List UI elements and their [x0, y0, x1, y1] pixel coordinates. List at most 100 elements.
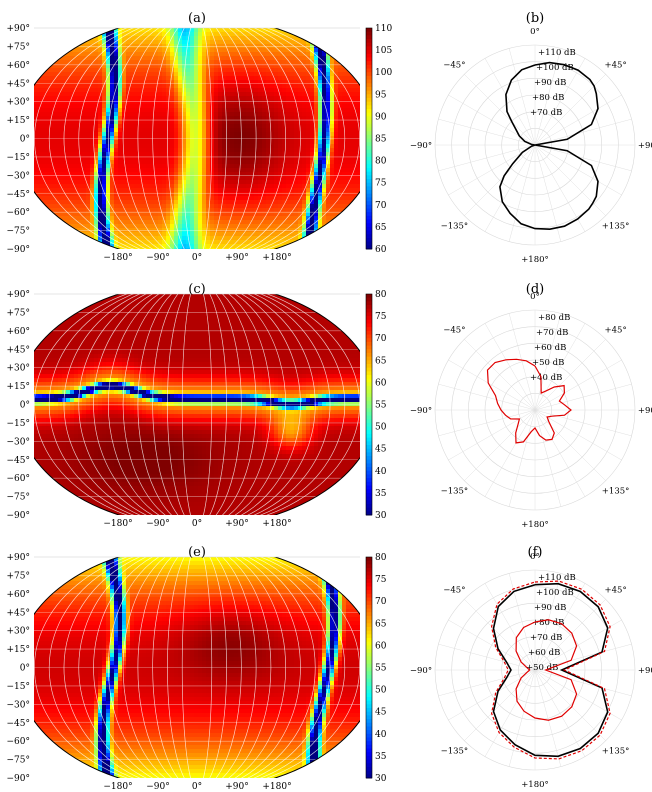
heatmap-cell [158, 104, 163, 109]
heatmap-cell [114, 232, 119, 237]
heatmap-cell [134, 40, 139, 45]
heatmap-cell [230, 104, 235, 109]
heatmap-cell [330, 32, 335, 37]
heatmap-cell [358, 184, 360, 189]
heatmap-cell [90, 232, 95, 237]
heatmap-cell [258, 212, 263, 217]
heatmap-cell [134, 216, 139, 221]
heatmap-cell [150, 176, 155, 181]
heatmap-cell [270, 96, 275, 101]
heatmap-cell [26, 240, 31, 245]
heatmap-cell [122, 176, 127, 181]
heatmap-cell [322, 68, 327, 73]
heatmap-cell [326, 140, 331, 145]
heatmap-cell [154, 144, 159, 149]
heatmap-cell [194, 132, 199, 137]
heatmap-cell [166, 64, 171, 69]
heatmap-cell [82, 160, 87, 165]
heatmap-cell [130, 52, 135, 57]
heatmap-cell [154, 212, 159, 217]
heatmap-cell [250, 64, 255, 69]
heatmap-cell [282, 188, 287, 193]
heatmap-cell [194, 64, 199, 69]
heatmap-cell [130, 236, 135, 241]
heatmap-cell [202, 80, 207, 85]
heatmap-cell [294, 176, 299, 181]
heatmap-cell [254, 160, 259, 165]
heatmap-cell [270, 100, 275, 105]
heatmap-cell [42, 212, 47, 217]
heatmap-cell [238, 144, 243, 149]
heatmap-cell [342, 204, 347, 209]
heatmap-cell [62, 116, 67, 121]
heatmap-cell [206, 40, 211, 45]
heatmap-cell [102, 84, 107, 89]
heatmap-cell [274, 120, 279, 125]
heatmap-cell [14, 108, 19, 113]
heatmap-cell [142, 76, 147, 81]
heatmap-cell [154, 148, 159, 153]
heatmap-cell [106, 60, 111, 65]
heatmap-cell [266, 92, 271, 97]
heatmap-cell [158, 240, 163, 245]
heatmap-cell [78, 192, 83, 197]
heatmap-cell [34, 244, 39, 249]
heatmap-cell [14, 52, 19, 57]
heatmap-cell [314, 88, 319, 93]
heatmap-cell [202, 88, 207, 93]
heatmap-cell [342, 100, 347, 105]
heatmap-cell [378, 128, 383, 133]
heatmap-cell [214, 60, 219, 65]
heatmap-cell [42, 68, 47, 73]
heatmap-cell [286, 188, 291, 193]
heatmap-cell [102, 80, 107, 85]
heatmap-cell [210, 80, 215, 85]
heatmap-cell [314, 148, 319, 153]
heatmap-cell [278, 212, 283, 217]
heatmap-cell [86, 240, 91, 245]
heatmap-cell [310, 64, 315, 69]
heatmap-cell [158, 200, 163, 205]
heatmap-cell [106, 124, 111, 129]
heatmap-cell [122, 92, 127, 97]
heatmap-cell [34, 132, 39, 137]
heatmap-cell [198, 60, 203, 65]
heatmap-cell [58, 76, 63, 81]
heatmap-cell [54, 28, 59, 33]
heatmap-cell [46, 120, 51, 125]
heatmap-cell [222, 224, 227, 229]
heatmap-cell [54, 48, 59, 53]
heatmap-cell [338, 148, 343, 153]
heatmap-cell [238, 120, 243, 125]
heatmap-cell [34, 184, 35, 189]
heatmap-cell [290, 112, 295, 117]
heatmap-cell [94, 188, 99, 193]
heatmap-cell [78, 64, 83, 69]
heatmap-cell [90, 220, 95, 225]
heatmap-cell [70, 164, 75, 169]
heatmap-cell [206, 88, 211, 93]
heatmap-cell [338, 140, 343, 145]
heatmap-cell [106, 172, 111, 177]
heatmap-cell [50, 108, 55, 113]
heatmap-cell [222, 28, 227, 33]
heatmap-cell [162, 116, 167, 121]
heatmap-cell [314, 32, 319, 37]
heatmap-cell [294, 96, 299, 101]
heatmap-cell [206, 92, 211, 97]
heatmap-cell [62, 196, 67, 201]
heatmap-cell [190, 192, 195, 197]
heatmap-cell [182, 208, 187, 213]
heatmap-cell [142, 140, 147, 145]
heatmap-cell [110, 240, 115, 245]
heatmap-cell [342, 28, 347, 33]
heatmap-cell [106, 176, 111, 181]
heatmap-cell [134, 220, 139, 225]
heatmap-cell [174, 192, 179, 197]
heatmap-cell [102, 240, 107, 245]
heatmap-cell [46, 236, 51, 241]
heatmap-cell [34, 152, 39, 157]
heatmap-cell [42, 228, 47, 233]
heatmap-cell [138, 64, 143, 69]
heatmap-cell [278, 188, 283, 193]
